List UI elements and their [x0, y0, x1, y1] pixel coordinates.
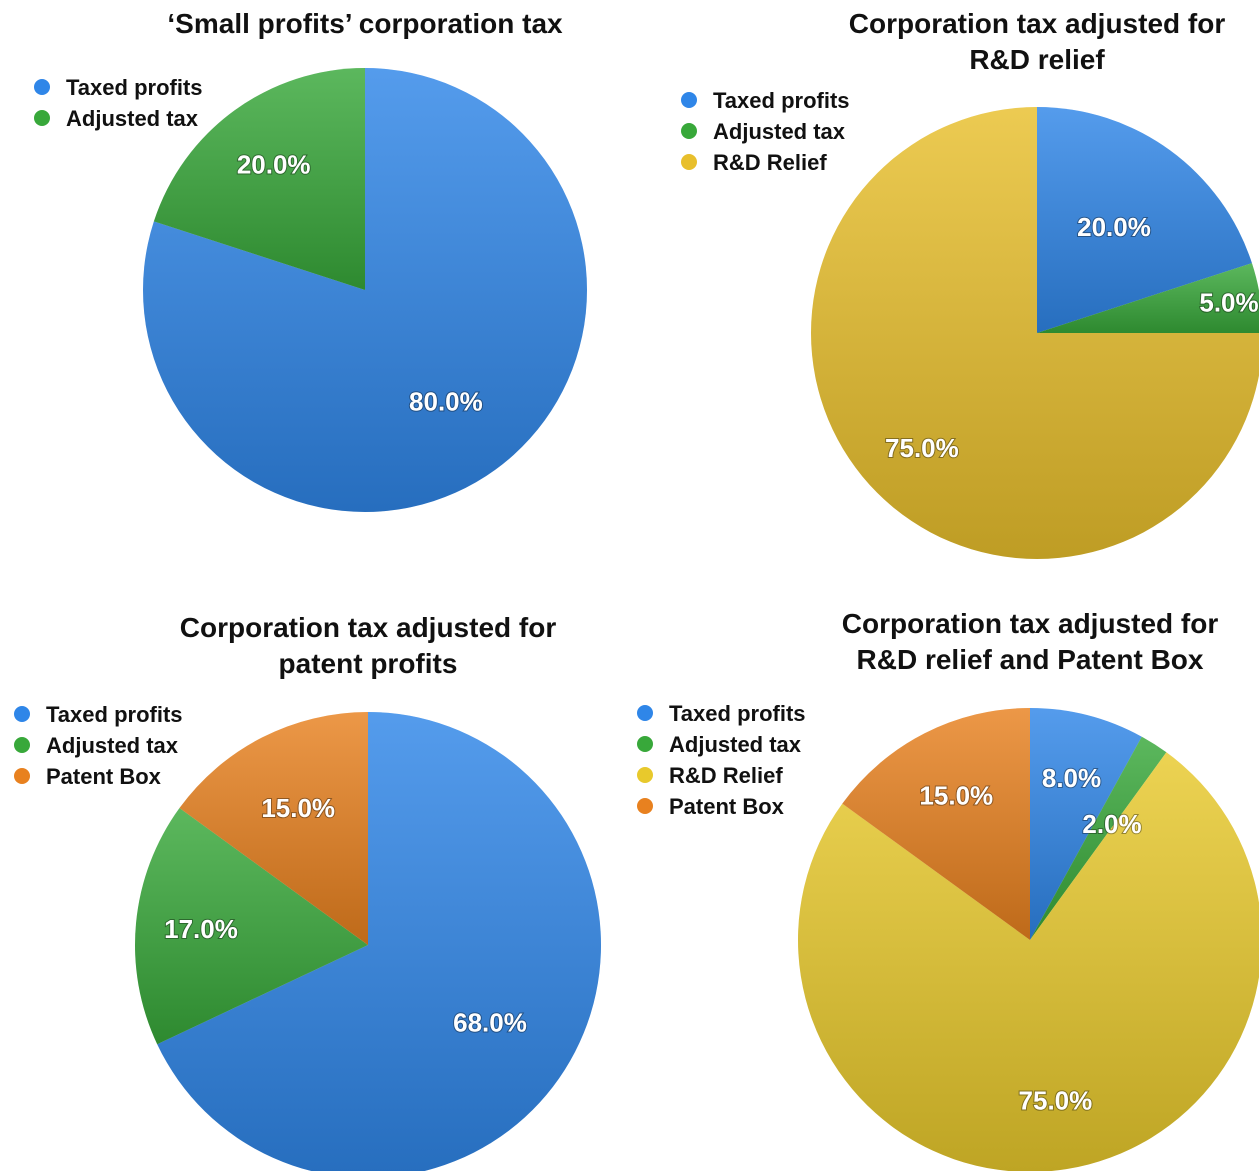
legend-swatch-taxed-profits — [34, 79, 50, 95]
pie-slice-shading — [135, 808, 368, 1045]
slice-labels: 80.0% 20.0% — [236, 148, 484, 417]
pie-slice-shading — [811, 107, 1259, 559]
chart-rd-and-patent-box: Corporation tax adjusted for R&D relief … — [637, 608, 1259, 1171]
legend: Taxed profits Adjusted tax R&D Relief — [681, 88, 850, 175]
legend: Taxed profits Adjusted tax Patent Box — [14, 702, 183, 789]
legend-label-taxed-profits: Taxed profits — [713, 88, 850, 113]
slice-labels: 8.0% 2.0% 75.0% 15.0% — [918, 762, 1142, 1116]
slice-labels: 68.0% 17.0% 15.0% — [163, 792, 528, 1038]
pie-slice-shading — [157, 712, 602, 1171]
pie-slice-shading — [1037, 263, 1259, 333]
legend-label-r-d-relief: R&D Relief — [669, 763, 783, 788]
chart-title: Corporation tax adjusted for — [180, 612, 557, 643]
legend-label-taxed-profits: Taxed profits — [669, 701, 806, 726]
legend-swatch-r-d-relief — [637, 767, 653, 783]
pie-slice-shading — [842, 708, 1030, 940]
slice-label-taxed-profits: 80.0% — [409, 386, 483, 416]
legend-label-adjusted-tax: Adjusted tax — [669, 732, 802, 757]
legend-swatch-patent-box — [14, 768, 30, 784]
legend: Taxed profits Adjusted tax — [34, 75, 203, 131]
chart-title-line-2: R&D relief — [969, 44, 1105, 75]
pie — [811, 107, 1259, 559]
legend-swatch-taxed-profits — [681, 92, 697, 108]
legend-swatch-taxed-profits — [637, 705, 653, 721]
legend-label-patent-box: Patent Box — [669, 794, 785, 819]
legend-swatch-adjusted-tax — [14, 737, 30, 753]
slice-label-r-d-relief: 75.0% — [885, 433, 959, 463]
legend-swatch-adjusted-tax — [681, 123, 697, 139]
legend-label-patent-box: Patent Box — [46, 764, 162, 789]
pie-slice-shading — [143, 67, 588, 512]
legend-label-adjusted-tax: Adjusted tax — [66, 106, 199, 131]
pie — [798, 708, 1259, 1171]
legend-swatch-patent-box — [637, 798, 653, 814]
pie-slice-shading — [1037, 107, 1252, 333]
legend-swatch-taxed-profits — [14, 706, 30, 722]
legend-label-taxed-profits: Taxed profits — [46, 702, 183, 727]
pie-slice-shading — [1030, 736, 1167, 940]
legend-swatch-adjusted-tax — [637, 736, 653, 752]
slice-label-taxed-profits: 8.0% — [1042, 763, 1101, 793]
legend-swatch-r-d-relief — [681, 154, 697, 170]
pie-slice-shading — [179, 712, 368, 945]
slice-label-adjusted-tax: 5.0% — [1199, 288, 1258, 318]
slice-label-r-d-relief: 75.0% — [1019, 1085, 1093, 1115]
chart-title: Corporation tax adjusted for — [849, 8, 1226, 39]
legend-label-adjusted-tax: Adjusted tax — [46, 733, 179, 758]
pie — [135, 712, 602, 1171]
chart-small-profits: ‘Small profits’ corporation tax Taxed pr… — [34, 8, 588, 512]
legend-label-taxed-profits: Taxed profits — [66, 75, 203, 100]
slice-label-adjusted-tax: 20.0% — [237, 149, 311, 179]
legend-label-adjusted-tax: Adjusted tax — [713, 119, 846, 144]
pie-slice-shading — [153, 68, 365, 290]
legend-label-r-d-relief: R&D Relief — [713, 150, 827, 175]
pie — [143, 67, 588, 512]
slice-label-taxed-profits: 68.0% — [453, 1007, 527, 1037]
slice-labels: 20.0% 5.0% 75.0% — [884, 211, 1259, 464]
pie-slice-shading — [1030, 708, 1142, 940]
chart-rd-relief: Corporation tax adjusted for R&D relief … — [681, 8, 1259, 559]
slice-label-taxed-profits: 20.0% — [1077, 212, 1151, 242]
slice-label-adjusted-tax: 17.0% — [164, 914, 238, 944]
chart-title-line-2: R&D relief and Patent Box — [857, 644, 1204, 675]
slice-label-patent-box: 15.0% — [919, 780, 993, 810]
slice-label-patent-box: 15.0% — [261, 793, 335, 823]
chart-title: Corporation tax adjusted for — [842, 608, 1219, 639]
pie-slice-shading — [798, 752, 1259, 1171]
chart-title-line-2: patent profits — [279, 648, 458, 679]
chart-title: ‘Small profits’ corporation tax — [167, 8, 563, 39]
slice-label-adjusted-tax: 2.0% — [1082, 809, 1141, 839]
legend: Taxed profits Adjusted tax R&D Relief Paten… — [637, 701, 806, 819]
chart-patent-profits: Corporation tax adjusted for patent prof… — [14, 612, 602, 1171]
legend-swatch-adjusted-tax — [34, 110, 50, 126]
